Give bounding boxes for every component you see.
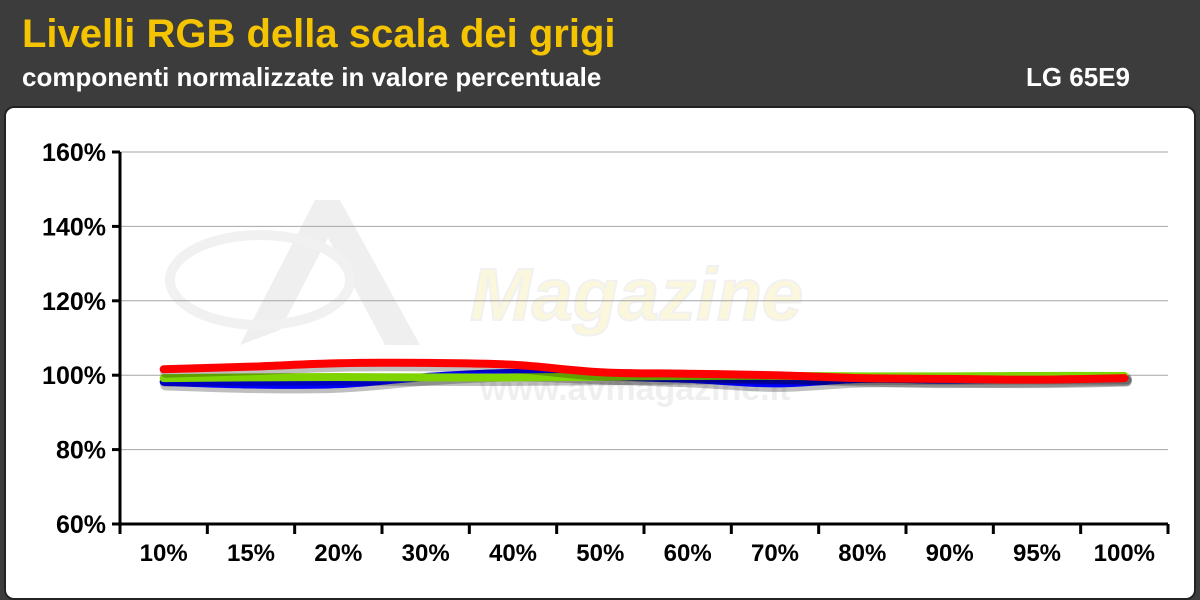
y-tick-label: 80% bbox=[56, 437, 106, 465]
x-tick-label: 50% bbox=[576, 540, 624, 567]
x-tick-label: 20% bbox=[314, 540, 362, 567]
x-tick-label: 40% bbox=[489, 540, 537, 567]
chart-title: Livelli RGB della scala dei grigi bbox=[22, 12, 616, 56]
x-tick-label: 10% bbox=[140, 540, 188, 567]
x-tick-label: 80% bbox=[838, 540, 886, 567]
x-tick-label: 60% bbox=[664, 540, 712, 567]
y-tick-label: 60% bbox=[56, 511, 106, 539]
x-tick-label: 95% bbox=[1013, 540, 1061, 567]
chart-subtitle: componenti normalizzate in valore percen… bbox=[22, 62, 602, 92]
x-tick-label: 30% bbox=[402, 540, 450, 567]
series-red-line bbox=[159, 358, 1129, 384]
y-tick-label: 120% bbox=[42, 288, 106, 316]
chart-panel bbox=[4, 106, 1196, 600]
watermark-brand-text: Magazine bbox=[470, 253, 803, 336]
x-tick-label: 15% bbox=[227, 540, 275, 567]
x-tick-label: 70% bbox=[751, 540, 799, 567]
x-tick-label: 90% bbox=[926, 540, 974, 567]
y-tick-label: 140% bbox=[42, 213, 106, 241]
header: Livelli RGB della scala dei grigi compon… bbox=[0, 0, 1200, 104]
model-label: LG 65E9 bbox=[1025, 62, 1130, 92]
y-tick-label: 100% bbox=[42, 362, 106, 390]
y-tick-label: 160% bbox=[42, 139, 106, 167]
watermark-a-shape bbox=[240, 200, 420, 345]
x-tick-label: 100% bbox=[1094, 540, 1155, 567]
watermark-swoosh bbox=[165, 230, 355, 330]
